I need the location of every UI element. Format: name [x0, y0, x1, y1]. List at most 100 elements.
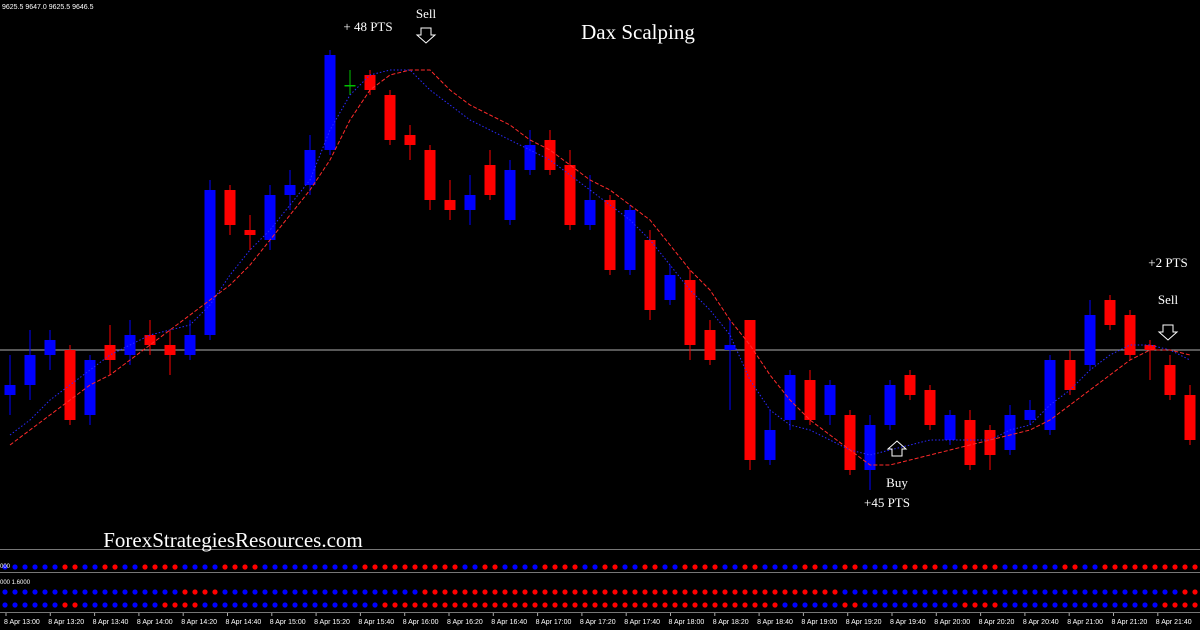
signal-dot — [162, 564, 168, 570]
signal-dot — [852, 589, 858, 595]
signal-dot — [92, 602, 98, 608]
signal-dot — [1162, 602, 1168, 608]
signal-dot — [292, 589, 298, 595]
signal-dot — [1032, 564, 1038, 570]
candle-body — [584, 200, 596, 225]
signal-dot — [692, 564, 698, 570]
signal-dot — [672, 602, 678, 608]
signal-dot — [1012, 589, 1018, 595]
signal-dot — [762, 602, 768, 608]
x-tick-label: 8 Apr 20:20 — [979, 619, 1015, 626]
signal-dot — [32, 589, 38, 595]
signal-dot — [452, 564, 458, 570]
signal-dot — [842, 564, 848, 570]
signal-dot — [532, 602, 538, 608]
signal-dot — [1142, 589, 1148, 595]
signal-dot — [422, 564, 428, 570]
signal-dot — [672, 589, 678, 595]
signal-dot — [962, 589, 968, 595]
candle-body — [1124, 315, 1136, 355]
signal-dot — [542, 589, 548, 595]
signal-dot — [762, 564, 768, 570]
annotation: + 48 PTS — [343, 19, 392, 34]
signal-dot — [822, 602, 828, 608]
candle-body — [664, 275, 676, 300]
signal-dot — [722, 589, 728, 595]
signal-dot — [1062, 564, 1068, 570]
signal-dot — [792, 589, 798, 595]
signal-dot — [12, 589, 18, 595]
signal-dot — [1102, 564, 1108, 570]
signal-dot — [592, 602, 598, 608]
signal-dot — [492, 564, 498, 570]
candle-body — [1044, 360, 1056, 430]
signal-dot — [952, 564, 958, 570]
signal-dot — [852, 564, 858, 570]
signal-dot — [1002, 602, 1008, 608]
signal-dot — [162, 589, 168, 595]
signal-dot — [302, 564, 308, 570]
signal-dot — [962, 602, 968, 608]
signal-dot — [1152, 602, 1158, 608]
signal-dot — [292, 602, 298, 608]
signal-dot — [1192, 589, 1198, 595]
signal-dot — [252, 589, 258, 595]
signal-dot — [502, 564, 508, 570]
signal-dot — [982, 589, 988, 595]
candle-body — [504, 170, 516, 220]
signal-dot — [62, 564, 68, 570]
signal-dot — [772, 589, 778, 595]
signal-dot — [482, 602, 488, 608]
signal-dot — [362, 564, 368, 570]
signal-dot — [252, 602, 258, 608]
signal-dot — [392, 602, 398, 608]
signal-dot — [242, 564, 248, 570]
candle-body — [624, 210, 636, 270]
buy-arrow — [886, 440, 908, 457]
signal-dot — [332, 564, 338, 570]
indicator-label: 000 1.6000 — [0, 580, 31, 586]
signal-dot — [582, 589, 588, 595]
signal-dot — [122, 564, 128, 570]
signal-dot — [312, 589, 318, 595]
signal-dot — [692, 602, 698, 608]
candle-body — [724, 345, 736, 350]
signal-dot — [912, 564, 918, 570]
signal-dot — [912, 589, 918, 595]
moving-average — [9, 69, 1191, 466]
signal-dot — [1112, 589, 1118, 595]
signal-dot — [892, 589, 898, 595]
signal-dot — [392, 564, 398, 570]
signal-dot — [942, 602, 948, 608]
signal-dot — [972, 589, 978, 595]
candle-body — [744, 320, 756, 460]
signal-dot — [212, 564, 218, 570]
signal-dot — [162, 602, 168, 608]
signal-dot — [792, 564, 798, 570]
signal-dot — [1132, 589, 1138, 595]
x-tick-label: 8 Apr 20:40 — [1023, 619, 1059, 626]
candle-body — [4, 385, 16, 395]
signal-dot — [432, 564, 438, 570]
signal-dot — [102, 589, 108, 595]
signal-dot — [992, 564, 998, 570]
signal-dot — [122, 602, 128, 608]
signal-dot — [642, 564, 648, 570]
signal-dot — [322, 589, 328, 595]
candle-body — [1144, 345, 1156, 350]
signal-dot — [182, 589, 188, 595]
signal-dot — [1182, 602, 1188, 608]
signal-dot — [432, 602, 438, 608]
signal-dot — [1082, 589, 1088, 595]
x-tick-label: 8 Apr 16:00 — [403, 619, 439, 626]
signal-dot — [532, 564, 538, 570]
signal-dot — [72, 564, 78, 570]
x-tick-label: 8 Apr 16:40 — [491, 619, 527, 626]
signal-dot — [802, 589, 808, 595]
signal-dot — [832, 602, 838, 608]
signal-dot — [832, 564, 838, 570]
candle-body — [204, 190, 216, 335]
signal-dot — [642, 602, 648, 608]
signal-dot — [732, 564, 738, 570]
signal-dot — [12, 564, 18, 570]
